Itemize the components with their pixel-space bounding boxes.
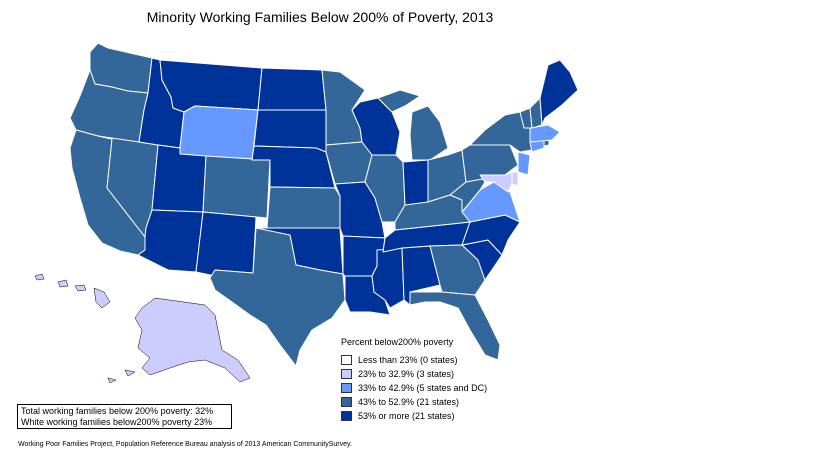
total-families-stat: Total working families below 200% povert…	[21, 406, 214, 416]
state-maine	[539, 59, 579, 126]
hawaii-island-3	[74, 284, 87, 292]
state-delaware	[511, 171, 519, 187]
legend-label: Less than 23% (0 states)	[358, 355, 458, 365]
state-wyoming	[179, 105, 259, 161]
legend-swatch-bin2	[341, 369, 352, 379]
state-montana	[159, 59, 263, 113]
alaska-island-2	[107, 377, 117, 384]
legend-item: 23% to 32.9% (3 states)	[341, 367, 487, 381]
state-south-dakota	[253, 109, 327, 153]
stats-box: Total working families below 200% povert…	[17, 404, 232, 429]
legend-item: 53% or more (21 states)	[341, 409, 487, 423]
state-alaska	[134, 297, 251, 383]
legend-item: Less than 23% (0 states)	[341, 353, 487, 367]
state-michigan	[409, 105, 449, 161]
white-families-stat: White working families below200% poverty…	[21, 417, 213, 427]
legend-item: 33% to 42.9% (5 states and DC)	[341, 381, 487, 395]
legend-label: 23% to 32.9% (3 states)	[358, 369, 455, 379]
state-new-mexico	[195, 211, 257, 277]
state-colorado	[202, 155, 271, 219]
state-new-jersey	[517, 151, 531, 176]
legend-label: 53% or more (21 states)	[358, 411, 455, 421]
legend-item: 43% to 52.9% (21 states)	[341, 395, 487, 409]
state-iowa	[325, 141, 373, 185]
legend-title: Percent below200% poverty	[341, 337, 454, 347]
source-note: Working Poor Families Project, Populatio…	[18, 441, 352, 448]
legend-swatch-bin1	[341, 355, 352, 365]
legend-swatch-bin4	[341, 397, 352, 407]
hawaii-island-4	[93, 287, 111, 309]
hawaii-island-2	[57, 279, 69, 288]
state-florida	[409, 291, 501, 361]
legend-swatch-bin5	[341, 411, 352, 421]
legend-label: 43% to 52.9% (21 states)	[358, 397, 460, 407]
state-massachusetts	[529, 124, 561, 143]
map-title: Minority Working Families Below 200% of …	[146, 9, 494, 25]
alaska-island-1	[124, 369, 136, 377]
legend: Percent below200% poverty Less than 23% …	[341, 337, 487, 423]
state-texas	[209, 227, 346, 367]
state-north-dakota	[257, 67, 327, 111]
state-utah	[151, 144, 207, 213]
state-michigan-upper	[377, 89, 421, 113]
legend-label: 33% to 42.9% (5 states and DC)	[358, 383, 488, 393]
state-maryland	[479, 171, 513, 193]
hawaii-island-1	[34, 273, 45, 281]
state-kansas	[266, 186, 341, 229]
legend-swatch-bin3	[341, 383, 352, 393]
